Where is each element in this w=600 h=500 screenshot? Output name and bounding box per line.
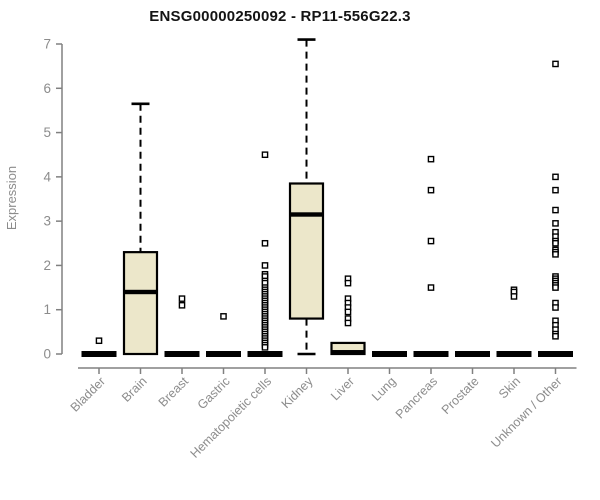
flat-box-lung xyxy=(372,351,407,357)
outlier-marker-bladder xyxy=(95,337,103,345)
x-tick-label-pancreas: Pancreas xyxy=(393,374,440,421)
outlier-marker-hematopoietic-cells xyxy=(261,151,269,159)
y-tick-label-6: 6 xyxy=(43,81,51,96)
flat-box-pancreas xyxy=(413,351,449,357)
x-tick-label-gastric: Gastric xyxy=(195,374,233,412)
x-tick-label-hematopoietic-cells: Hematopoietic cells xyxy=(188,374,275,461)
outlier-marker-pancreas xyxy=(427,186,435,194)
outlier-marker-liver xyxy=(344,319,352,327)
y-tick-label-2: 2 xyxy=(43,258,51,273)
outlier-marker-liver xyxy=(344,279,352,287)
outlier-marker-hematopoietic-cells xyxy=(261,344,269,351)
y-tick-label-7: 7 xyxy=(43,37,51,52)
x-tick-label-brain: Brain xyxy=(119,374,150,405)
box-kidney xyxy=(288,182,325,320)
median-line-liver xyxy=(331,350,365,355)
outlier-marker-gastric xyxy=(220,313,227,320)
outlier-marker-pancreas xyxy=(427,155,435,163)
flat-box-skin xyxy=(496,351,532,357)
chart-title: ENSG00000250092 - RP11-556G22.3 xyxy=(149,8,411,25)
outlier-marker-unknown-other xyxy=(552,304,559,311)
outlier-marker-hematopoietic-cells xyxy=(261,239,269,247)
y-tick-label-0: 0 xyxy=(43,347,51,362)
outlier-marker-unknown-other xyxy=(552,173,559,181)
flat-box-prostate xyxy=(455,351,490,357)
outlier-marker-unknown-other xyxy=(552,206,559,214)
flat-box-hematopoietic-cells xyxy=(247,351,283,357)
x-tick-label-liver: Liver xyxy=(328,374,357,403)
outlier-marker-breast xyxy=(178,295,186,302)
y-tick-label-3: 3 xyxy=(43,214,51,229)
outlier-marker-liver xyxy=(344,308,352,316)
x-tick-label-kidney: Kidney xyxy=(279,374,316,411)
y-tick-label-5: 5 xyxy=(43,125,51,140)
outlier-marker-unknown-other xyxy=(552,220,559,227)
median-line-kidney xyxy=(290,212,323,217)
outlier-marker-unknown-other xyxy=(552,186,559,194)
x-tick-label-lung: Lung xyxy=(369,374,399,404)
outlier-marker-skin xyxy=(510,293,518,300)
x-tick-label-bladder: Bladder xyxy=(68,374,108,414)
outlier-marker-pancreas xyxy=(427,284,435,291)
outlier-marker-pancreas xyxy=(427,237,435,245)
x-tick-label-breast: Breast xyxy=(156,374,192,410)
outlier-marker-unknown-other xyxy=(552,332,559,340)
x-tick-label-prostate: Prostate xyxy=(439,374,482,417)
x-tick-label-unknown-other: Unknown / Other xyxy=(488,374,564,450)
y-tick-label-1: 1 xyxy=(43,302,51,317)
flat-box-bladder xyxy=(81,351,117,357)
outlier-marker-unknown-other xyxy=(552,284,559,291)
y-tick-label-4: 4 xyxy=(43,169,51,184)
x-tick-label-skin: Skin xyxy=(496,374,523,401)
outlier-marker-breast xyxy=(178,301,186,309)
flat-box-gastric xyxy=(206,351,241,357)
flat-box-unknown-other xyxy=(538,351,573,357)
median-line-brain xyxy=(124,289,157,295)
outlier-marker-unknown-other xyxy=(552,60,559,68)
flat-box-breast xyxy=(164,351,200,357)
outlier-marker-unknown-other xyxy=(552,239,559,247)
box-brain xyxy=(122,251,159,356)
outlier-marker-hematopoietic-cells xyxy=(261,262,269,269)
outlier-marker-unknown-other xyxy=(552,251,559,258)
